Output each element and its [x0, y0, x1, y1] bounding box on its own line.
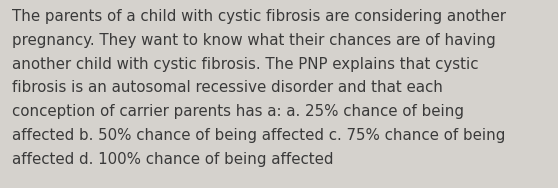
Text: pregnancy. They want to know what their chances are of having: pregnancy. They want to know what their … [12, 33, 496, 48]
Text: fibrosis is an autosomal recessive disorder and that each: fibrosis is an autosomal recessive disor… [12, 80, 443, 96]
Text: The parents of a child with cystic fibrosis are considering another: The parents of a child with cystic fibro… [12, 9, 506, 24]
Text: conception of carrier parents has a: a. 25% chance of being: conception of carrier parents has a: a. … [12, 104, 464, 119]
Text: affected d. 100% chance of being affected: affected d. 100% chance of being affecte… [12, 152, 334, 167]
Text: affected b. 50% chance of being affected c. 75% chance of being: affected b. 50% chance of being affected… [12, 128, 506, 143]
Text: another child with cystic fibrosis. The PNP explains that cystic: another child with cystic fibrosis. The … [12, 57, 479, 72]
